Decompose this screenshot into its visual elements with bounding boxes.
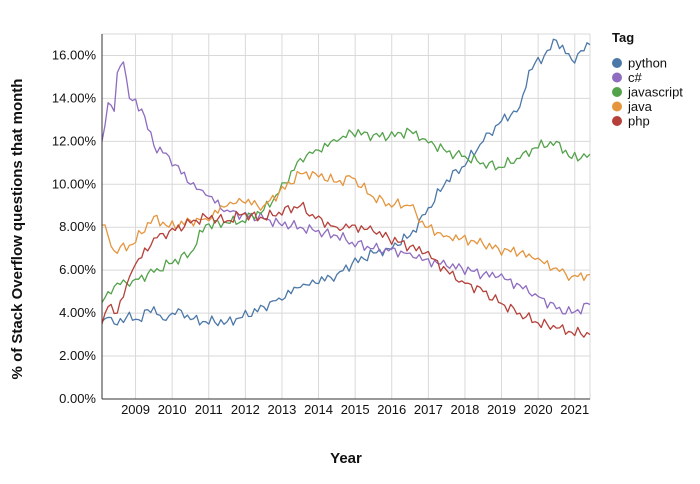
y-axis-title: % of Stack Overflow questions that month <box>9 79 26 380</box>
y-tick-label: 8.00% <box>59 219 96 234</box>
x-tick-label: 2015 <box>341 402 370 417</box>
legend-swatch <box>612 58 622 68</box>
x-tick-label: 2017 <box>414 402 443 417</box>
legend-label: java <box>627 99 653 114</box>
x-tick-label: 2009 <box>121 402 150 417</box>
series-line-php <box>101 201 591 338</box>
x-tick-label: 2021 <box>560 402 589 417</box>
x-tick-label: 2020 <box>524 402 553 417</box>
x-tick-label: 2018 <box>450 402 479 417</box>
x-tick-label: 2012 <box>231 402 260 417</box>
legend-label: python <box>628 56 667 71</box>
series-line-javascript <box>101 127 591 303</box>
x-tick-label: 2013 <box>267 402 296 417</box>
grid <box>101 33 591 400</box>
x-tick-label: 2011 <box>195 402 223 417</box>
legend-label: javascript <box>627 85 683 100</box>
x-axis-title: Year <box>330 450 362 467</box>
legend-swatch <box>612 101 622 112</box>
axes: 0.00% 2.00% 4.00% 6.00% 8.00% 10.00% 12.00% 14.… <box>52 34 590 417</box>
legend-swatch <box>612 87 622 97</box>
y-tick-label: 4.00% <box>59 305 96 320</box>
x-tick-label: 2010 <box>158 402 187 417</box>
legend-swatch <box>612 116 622 126</box>
y-tick-label: 14.00% <box>52 90 97 105</box>
y-tick-label: 12.00% <box>52 133 97 148</box>
plot-frame <box>101 33 591 400</box>
legend-title: Tag <box>612 30 634 45</box>
y-tick-label: 2.00% <box>59 348 96 363</box>
legend-label: c# <box>628 70 643 85</box>
series-lines <box>101 38 591 338</box>
y-tick-label: 0.00% <box>59 391 96 406</box>
series-line-java <box>101 170 591 282</box>
x-tick-label: 2016 <box>377 402 406 417</box>
y-tick-label: 6.00% <box>59 262 96 277</box>
y-tick-label: 16.00% <box>52 47 97 62</box>
x-tick-label: 2019 <box>487 402 516 417</box>
legend-label: php <box>628 114 650 129</box>
y-tick-label: 10.00% <box>52 176 97 191</box>
legend-swatch <box>612 72 622 83</box>
series-line-csharp <box>101 61 591 315</box>
series-line-python <box>101 38 591 327</box>
x-tick-label: 2014 <box>304 402 333 417</box>
